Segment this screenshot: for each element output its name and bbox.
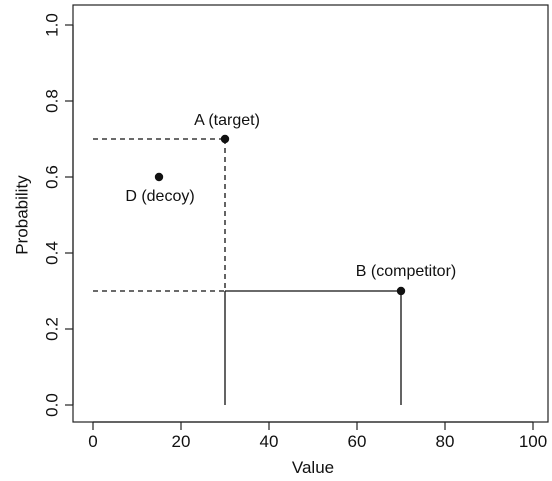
x-tick-label: 100 xyxy=(519,432,547,451)
x-axis-title: Value xyxy=(292,458,334,477)
point-label-3: D (decoy) xyxy=(125,188,194,205)
y-tick-label: 0.0 xyxy=(43,393,62,417)
plot-frame xyxy=(72,4,549,423)
y-tick-label: 0.2 xyxy=(43,317,62,341)
reference-lines xyxy=(93,138,402,405)
point-label-2: B (competitor) xyxy=(356,263,456,280)
x-tick-label: 40 xyxy=(260,432,279,451)
point-1 xyxy=(220,134,230,144)
x-tick-label: 80 xyxy=(436,432,455,451)
y-tick-label: 0.6 xyxy=(43,165,62,189)
point-2 xyxy=(396,286,406,296)
y-tick-label: 0.4 xyxy=(43,241,62,265)
y-tick-label: 0.8 xyxy=(43,89,62,113)
y-axis: 0.0 0.2 0.4 0.6 0.8 1.0 xyxy=(43,13,74,417)
x-tick-label: 0 xyxy=(88,432,97,451)
x-tick-label: 20 xyxy=(172,432,191,451)
data-points xyxy=(154,134,406,296)
y-axis-title: Probability xyxy=(13,175,32,255)
point-3 xyxy=(154,172,164,182)
point-labels: A (target) B (competitor) D (decoy) xyxy=(125,112,456,280)
x-tick-label: 60 xyxy=(348,432,367,451)
x-axis: 0 20 40 60 80 100 xyxy=(88,421,547,451)
y-tick-label: 1.0 xyxy=(43,13,62,37)
point-label-1: A (target) xyxy=(194,112,260,129)
